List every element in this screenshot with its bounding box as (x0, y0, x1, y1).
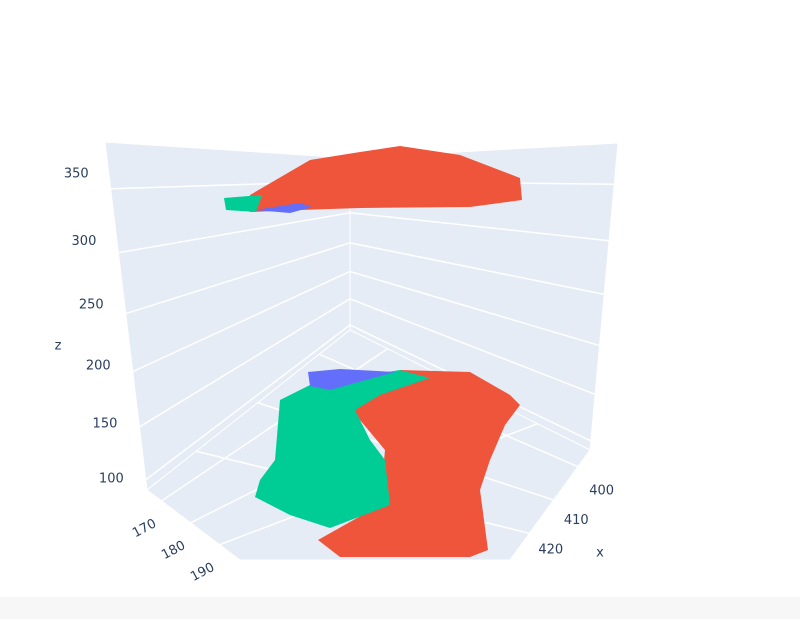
grid-line (349, 298, 596, 396)
z-tick-label: 350 (64, 167, 89, 182)
y-tick-label: 190 (188, 560, 217, 585)
x-tick-label: 420 (538, 543, 563, 558)
grid-line (132, 270, 351, 373)
grid-line (118, 212, 351, 254)
volume (255, 203, 312, 213)
y-tick-label: 170 (130, 516, 159, 541)
volume (250, 146, 522, 212)
grid-line (349, 211, 610, 242)
z-tick-label: 250 (79, 298, 104, 313)
z-axis-title: z (55, 339, 62, 354)
footer-band (0, 597, 800, 619)
volume (318, 370, 520, 557)
grid-line (125, 242, 351, 315)
z-tick-label: 200 (86, 358, 111, 373)
grid-line (349, 270, 600, 347)
x-axis-title: x (596, 546, 604, 561)
z-tick-label: 100 (99, 472, 124, 487)
volume (255, 370, 430, 528)
grid-line (138, 298, 351, 428)
z-tick-label: 150 (93, 416, 118, 431)
volume (308, 369, 395, 390)
z-tick-label: 300 (72, 234, 97, 249)
grid-line (349, 242, 605, 296)
x-tick-label: 410 (564, 513, 589, 528)
y-tick-label: 180 (159, 538, 188, 563)
x-tick-label: 400 (589, 483, 614, 498)
grid-line (145, 324, 351, 481)
volumes (224, 146, 522, 557)
volume (224, 195, 262, 212)
